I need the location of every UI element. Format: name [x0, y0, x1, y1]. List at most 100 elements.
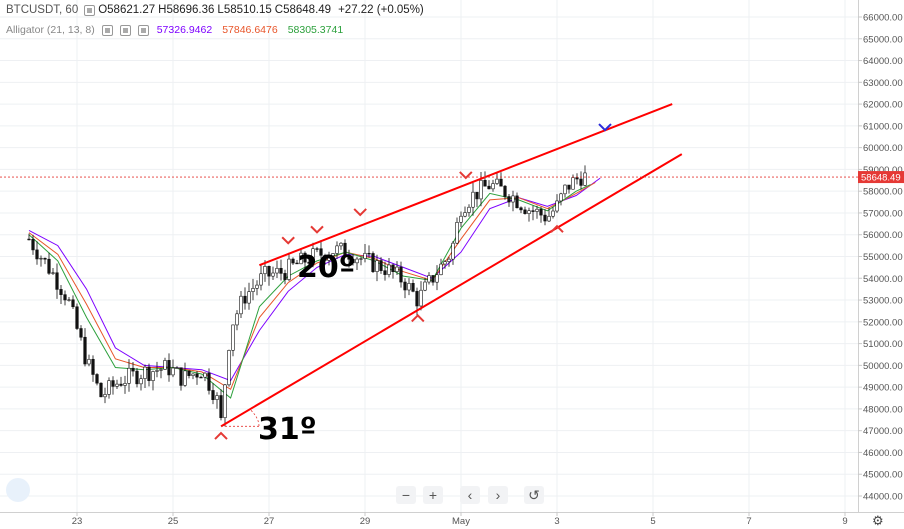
- candle-body: [255, 284, 259, 289]
- candle-body: [423, 281, 427, 291]
- candle-body: [195, 373, 199, 378]
- candle-body: [379, 260, 383, 271]
- candle-body: [71, 299, 75, 308]
- candle-body: [319, 248, 323, 256]
- candle-body: [107, 380, 111, 395]
- candle-body: [463, 212, 467, 217]
- candle-body: [375, 260, 379, 272]
- candle-body: [415, 291, 419, 307]
- pivot-high-projected-marker: [598, 123, 612, 132]
- scroll-left-button[interactable]: ‹: [460, 486, 480, 504]
- candle-body: [367, 252, 371, 255]
- close-value: C58648.49: [274, 4, 332, 16]
- price-axis[interactable]: 66000.00 65000.00 64000.00 63000.00 62000.00…: [858, 13, 903, 503]
- candle-body: [263, 266, 267, 275]
- candle-body: [547, 215, 551, 222]
- candle-body: [279, 267, 283, 274]
- candle-body: [479, 179, 483, 200]
- candle-body: [351, 258, 355, 264]
- candle-body: [207, 372, 211, 391]
- candle-body: [583, 172, 587, 186]
- symbol-label[interactable]: BTCUSDT, 60: [6, 4, 79, 16]
- candle-body: [171, 367, 175, 376]
- candle-body: [371, 253, 375, 272]
- candle-body: [363, 252, 367, 259]
- candle-body: [119, 383, 123, 386]
- scroll-right-button[interactable]: ›: [488, 486, 508, 504]
- candle-body: [135, 370, 139, 385]
- change-value: +27.22 (+0.05%): [338, 4, 424, 16]
- open-value: O58621.27: [98, 4, 156, 16]
- y-tick-label: 45000.00: [863, 470, 903, 481]
- candle-body: [471, 191, 475, 208]
- candle-body: [531, 210, 535, 212]
- y-tick-label: 50000.00: [863, 361, 903, 372]
- candle-body: [435, 274, 439, 283]
- candle-body: [387, 264, 391, 275]
- y-tick-label: 52000.00: [863, 317, 903, 328]
- candle-body: [155, 370, 159, 372]
- candle-body: [59, 289, 63, 295]
- candle-body: [467, 206, 471, 213]
- candle-body: [571, 177, 575, 190]
- candle-body: [507, 196, 511, 203]
- zoom-in-button[interactable]: +: [423, 486, 443, 504]
- visibility-icon[interactable]: [84, 4, 96, 16]
- candle-body: [283, 273, 287, 280]
- y-tick-label: 66000.00: [863, 13, 903, 24]
- pivot-markers: [214, 123, 612, 440]
- candle-body: [331, 253, 335, 257]
- zoom-out-button[interactable]: −: [396, 486, 416, 504]
- time-axis[interactable]: 23 25 27 29 May 3 5 7 9: [72, 512, 848, 527]
- candle-body: [31, 238, 35, 251]
- candle-body: [147, 366, 151, 381]
- candle-body: [55, 272, 59, 290]
- gear-icon[interactable]: ⚙: [872, 513, 884, 528]
- candle-body: [519, 207, 523, 211]
- candle-body: [183, 370, 187, 386]
- y-tick-label: 54000.00: [863, 274, 903, 285]
- pivot-low-marker: [550, 224, 564, 233]
- candle-body: [503, 185, 507, 197]
- candle-body: [327, 255, 331, 261]
- reset-chart-button[interactable]: ↺: [524, 486, 544, 504]
- candle-body: [323, 255, 327, 261]
- y-tick-label: 55000.00: [863, 252, 903, 263]
- candle-body: [163, 360, 167, 370]
- candle-body: [103, 394, 107, 398]
- y-tick-label: 56000.00: [863, 230, 903, 241]
- x-tick-label: 25: [168, 516, 179, 527]
- trendlines[interactable]: [220, 103, 683, 428]
- indicator-close-icon[interactable]: [137, 24, 149, 36]
- candle-body: [383, 270, 387, 275]
- indicator-settings-icon[interactable]: [119, 24, 131, 36]
- candle-body: [215, 395, 219, 400]
- candle-body: [475, 191, 479, 200]
- last-price-tag: 58648.49: [858, 171, 904, 184]
- indicator-visibility-icon[interactable]: [101, 24, 113, 36]
- candle-body: [499, 178, 503, 187]
- x-tick-label: 7: [746, 516, 751, 527]
- candle-body: [123, 383, 127, 386]
- candle-body: [459, 215, 463, 223]
- y-tick-label: 60000.00: [863, 143, 903, 154]
- y-tick-label: 59000.00: [863, 165, 903, 176]
- candle-body: [143, 366, 147, 379]
- candle-body: [75, 306, 79, 329]
- candle-body: [203, 372, 207, 378]
- x-tick-label: 23: [72, 516, 83, 527]
- last-price-label: 58648.49: [861, 173, 901, 184]
- candle-body: [483, 179, 487, 187]
- tradingview-logo-icon[interactable]: [6, 478, 30, 502]
- low-value: L58510.15: [217, 4, 272, 16]
- candle-body: [275, 267, 279, 274]
- candle-body: [227, 350, 231, 386]
- candle-body: [43, 257, 47, 260]
- x-tick-label: 27: [264, 516, 275, 527]
- indicator-name[interactable]: Alligator (21, 13, 8): [6, 24, 95, 36]
- angle-guide: [221, 410, 261, 427]
- x-tick-label: 29: [360, 516, 371, 527]
- candle-body: [315, 248, 319, 250]
- candle-body: [211, 390, 215, 400]
